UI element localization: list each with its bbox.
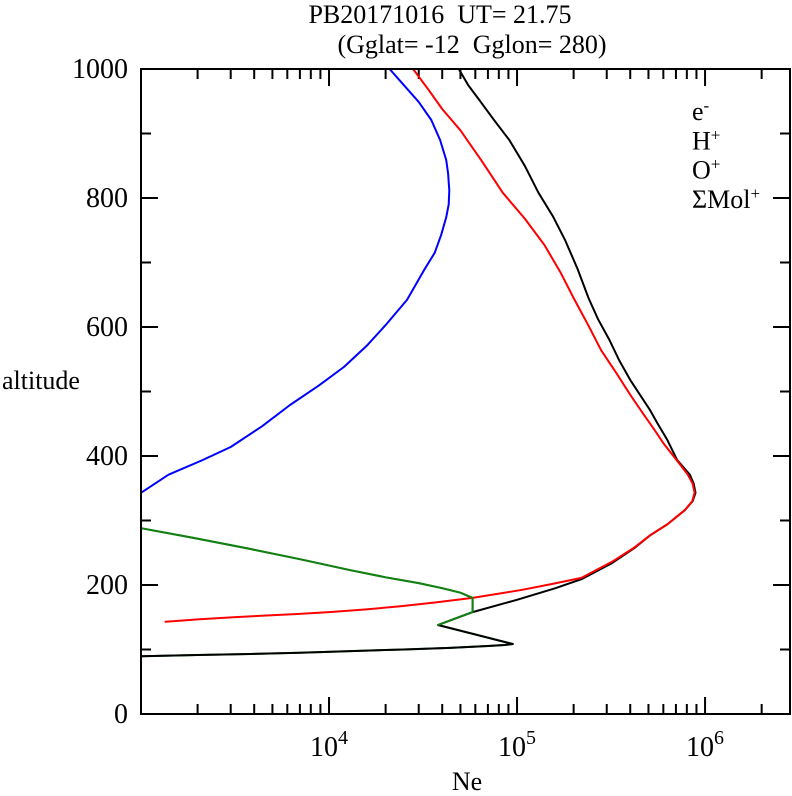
y-tick-label: 600 (86, 312, 128, 343)
y-tick-label: 1000 (72, 54, 128, 85)
y-tick-label: 400 (86, 441, 128, 472)
x-tick-label: 106 (686, 727, 724, 763)
legend-item-e: e- (692, 96, 710, 126)
curve-mol-plus (140, 527, 474, 626)
legend-item-mol: ΣMol+ (692, 184, 760, 214)
chart-subtitle: (Gglat= -12 Gglon= 280) (337, 30, 606, 59)
axis-tick-labels: 104 105 106 0 200 400 600 800 1000 (72, 54, 724, 763)
plot-border (140, 68, 791, 715)
curve-o-plus (164, 68, 696, 623)
legend-item-o: O+ (692, 155, 720, 185)
plot-frame (140, 68, 791, 715)
chart-legend: e-H+O+ΣMol+ (692, 96, 760, 214)
x-axis-label: Ne (452, 767, 482, 796)
y-axis-label: altitude (2, 366, 80, 395)
x-tick-label: 105 (498, 727, 536, 763)
plot-curves (140, 68, 697, 658)
x-tick-label: 104 (310, 727, 348, 763)
y-tick-label: 800 (86, 183, 128, 214)
axis-ticks (142, 68, 789, 715)
curve-h-plus (140, 68, 451, 494)
y-tick-label: 200 (86, 570, 128, 601)
legend-item-h: H+ (692, 125, 720, 155)
chart-title: PB20171016 UT= 21.75 (308, 0, 571, 29)
curve-electron (140, 68, 697, 658)
y-tick-label: 0 (114, 699, 128, 730)
